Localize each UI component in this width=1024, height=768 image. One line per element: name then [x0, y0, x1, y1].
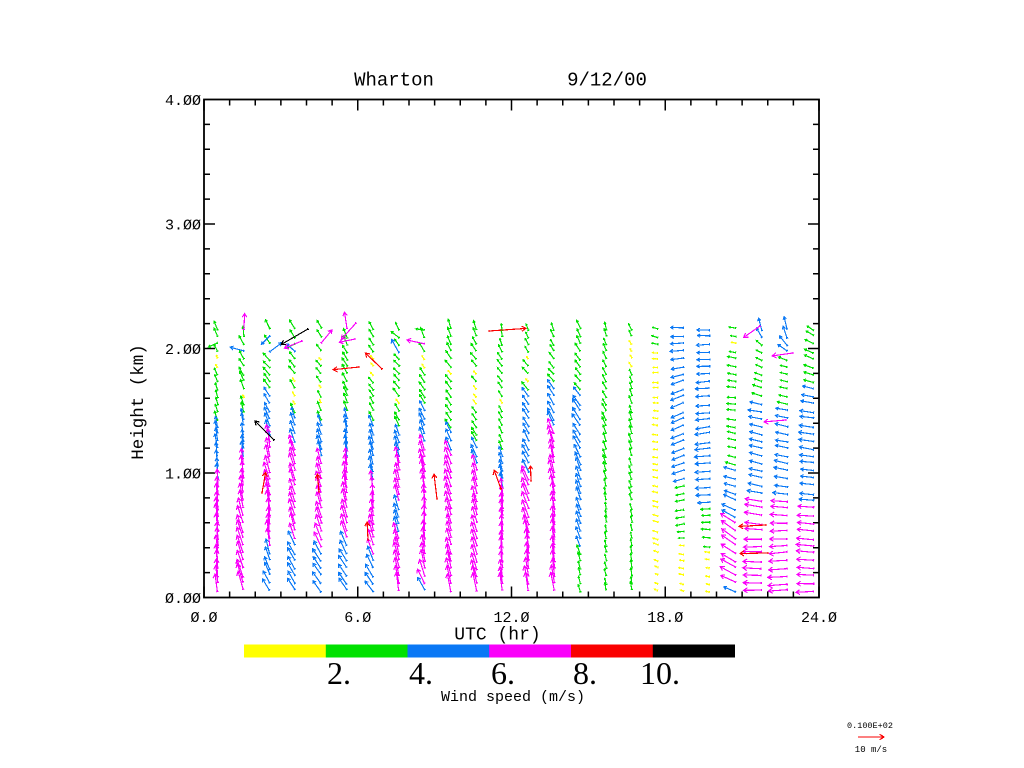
svg-text:10.: 10.: [640, 655, 680, 691]
svg-text:2.ØØ: 2.ØØ: [165, 342, 201, 359]
svg-text:Height (km): Height (km): [129, 344, 149, 460]
svg-text:9/12/00: 9/12/00: [567, 70, 647, 92]
svg-text:12.Ø: 12.Ø: [493, 610, 529, 627]
svg-text:Wind speed (m/s): Wind speed (m/s): [441, 689, 585, 706]
svg-text:Ø.ØØ: Ø.ØØ: [165, 591, 201, 608]
svg-text:8.: 8.: [573, 655, 597, 691]
svg-text:4.ØØ: 4.ØØ: [165, 93, 201, 110]
svg-text:3.ØØ: 3.ØØ: [165, 218, 201, 235]
svg-text:24.Ø: 24.Ø: [801, 610, 837, 627]
svg-text:Ø.Ø: Ø.Ø: [190, 610, 217, 627]
svg-text:2.: 2.: [327, 655, 351, 691]
svg-text:UTC (hr): UTC (hr): [454, 626, 540, 646]
svg-text:1.ØØ: 1.ØØ: [165, 467, 201, 484]
svg-text:Wharton: Wharton: [354, 70, 434, 92]
svg-text:6.: 6.: [491, 655, 515, 691]
svg-text:4.: 4.: [409, 655, 433, 691]
svg-text:10 m/s: 10 m/s: [855, 745, 887, 755]
svg-text:18.Ø: 18.Ø: [647, 610, 683, 627]
svg-text:0.100E+02: 0.100E+02: [847, 721, 893, 731]
svg-text:6.Ø: 6.Ø: [344, 610, 371, 627]
